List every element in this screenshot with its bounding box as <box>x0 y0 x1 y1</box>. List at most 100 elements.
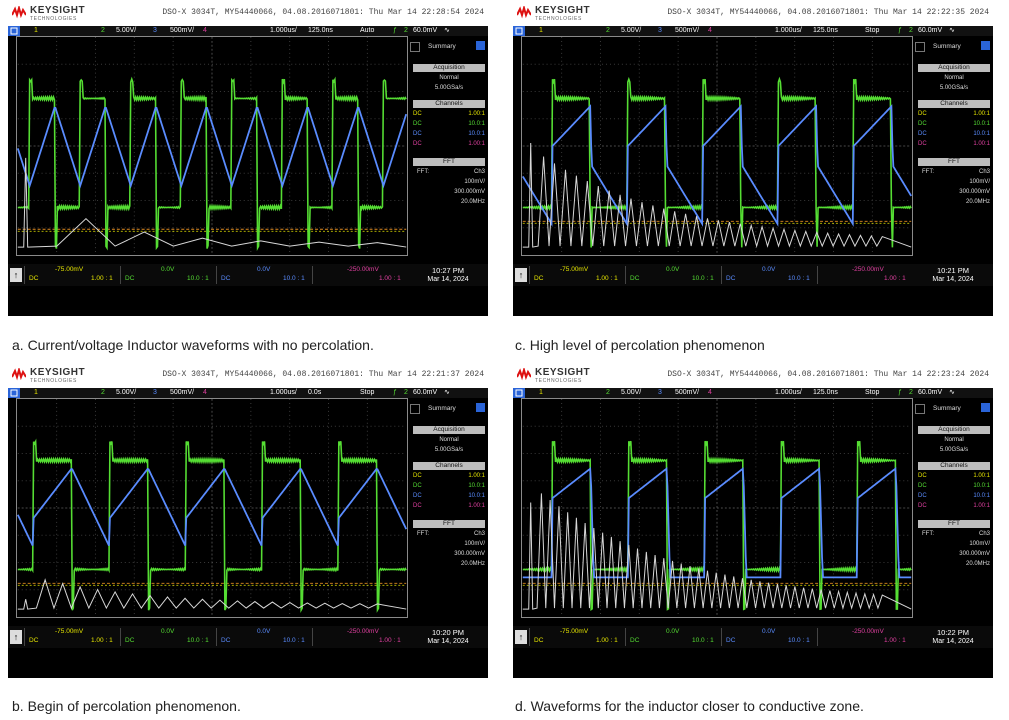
ch3-settings[interactable]: 0.0V DC 10.0 : 1 <box>216 266 313 284</box>
ch2-settings[interactable]: 0.0V DC 10.0 : 1 <box>120 266 217 284</box>
home-icon[interactable] <box>513 26 525 36</box>
ch3-label[interactable]: 3 <box>658 389 662 396</box>
ch4-settings[interactable]: -250.00mV 1.00 : 1 <box>312 266 409 284</box>
ch1-probe: 1.00 : 1 <box>91 637 113 644</box>
menu-back-icon[interactable] <box>915 42 925 52</box>
menu-back-icon[interactable] <box>915 404 925 414</box>
ch3-label[interactable]: 3 <box>153 27 157 34</box>
ch1-label[interactable]: 1 <box>539 27 543 34</box>
brand-name: KEYSIGHT <box>30 367 86 378</box>
delay-value[interactable]: 125.0ns <box>308 27 333 34</box>
trigger-level[interactable]: 60.0mV <box>918 27 943 34</box>
summary-icon[interactable] <box>476 41 485 50</box>
summary-label[interactable]: Summary <box>428 405 456 412</box>
delay-value[interactable]: 125.0ns <box>813 389 838 396</box>
delay-value[interactable]: 125.0ns <box>813 27 838 34</box>
summary-label[interactable]: Summary <box>933 405 961 412</box>
ch4-label[interactable]: 4 <box>203 389 207 396</box>
run-state[interactable]: Stop <box>865 389 880 396</box>
ch2-offset: 0.0V <box>161 266 175 273</box>
fft-row: FFT: Ch3 <box>417 169 485 175</box>
ch3-label[interactable]: 3 <box>153 389 157 396</box>
trigger-level[interactable]: 60.0mV <box>413 27 438 34</box>
waveform-display[interactable] <box>16 36 408 256</box>
ch1-settings[interactable]: -75.00mV DC 1.00 : 1 <box>529 266 626 284</box>
ch4-settings[interactable]: -250.00mV 1.00 : 1 <box>817 628 914 646</box>
ch1-coupling: DC <box>534 275 544 282</box>
menu-back-icon[interactable] <box>410 404 420 414</box>
acq-rate: 5.00GSa/s <box>434 85 464 91</box>
ch2-label[interactable]: 2 <box>101 389 105 396</box>
ch1-settings[interactable]: -75.00mV DC 1.00 : 1 <box>24 628 121 646</box>
fft-row: FFT: Ch3 <box>922 531 990 537</box>
ch1-label[interactable]: 1 <box>34 27 38 34</box>
ch3-settings[interactable]: 0.0V DC 10.0 : 1 <box>721 628 818 646</box>
graticule <box>522 399 912 617</box>
ch1-probe: 1.00 : 1 <box>596 637 618 644</box>
softkey-arrow-icon[interactable]: ↑ <box>10 630 22 644</box>
softkey-arrow-icon[interactable]: ↑ <box>515 268 527 282</box>
home-icon[interactable] <box>513 388 525 398</box>
trigger-level[interactable]: 60.0mV <box>413 389 438 396</box>
summary-label[interactable]: Summary <box>428 43 456 50</box>
instrument-info: DSO-X 3034T, MY54440066, 04.08.201607180… <box>162 8 484 17</box>
timebase-value[interactable]: 1.000us/ <box>775 27 802 34</box>
ch3-settings[interactable]: 0.0V DC 10.0 : 1 <box>216 628 313 646</box>
ch3-settings[interactable]: 0.0V DC 10.0 : 1 <box>721 266 818 284</box>
run-state[interactable]: Auto <box>360 27 375 34</box>
ch3-coupling: DC <box>726 637 736 644</box>
ch1-label[interactable]: 1 <box>34 389 38 396</box>
ch3-label[interactable]: 3 <box>658 27 662 34</box>
waveform-display[interactable] <box>521 36 913 256</box>
ch2-settings[interactable]: 0.0V DC 10.0 : 1 <box>625 628 722 646</box>
softkey-arrow-icon[interactable]: ↑ <box>515 630 527 644</box>
menu-back-icon[interactable] <box>410 42 420 52</box>
summary-icon[interactable] <box>981 403 990 412</box>
ch2-settings[interactable]: 0.0V DC 10.0 : 1 <box>625 266 722 284</box>
ch1-probe: 1.00 : 1 <box>91 275 113 282</box>
ch4-label[interactable]: 4 <box>203 27 207 34</box>
timebase-value[interactable]: 1.000us/ <box>775 389 802 396</box>
ch4-label[interactable]: 4 <box>708 389 712 396</box>
summary-icon[interactable] <box>981 41 990 50</box>
ch4-settings[interactable]: -250.00mV 1.00 : 1 <box>817 266 914 284</box>
waveform-display[interactable] <box>521 398 913 618</box>
ch1-settings[interactable]: -75.00mV DC 1.00 : 1 <box>529 628 626 646</box>
trigger-level[interactable]: 60.0mV <box>918 389 943 396</box>
brand-header: KEYSIGHT TECHNOLOGIES DSO-X 3034T, MY544… <box>513 366 993 388</box>
waveform-display[interactable] <box>16 398 408 618</box>
brand-sub: TECHNOLOGIES <box>30 16 77 22</box>
ch2-label[interactable]: 2 <box>606 389 610 396</box>
channel-row-4: DC 1.00:1 <box>918 503 990 509</box>
home-icon[interactable] <box>8 388 20 398</box>
ch2-voltage-trace <box>17 76 407 251</box>
ch4-label[interactable]: 4 <box>708 27 712 34</box>
run-state[interactable]: Stop <box>865 27 880 34</box>
fft-trace <box>17 578 407 610</box>
ch2-settings[interactable]: 0.0V DC 10.0 : 1 <box>120 628 217 646</box>
acquire-wave-icon: ∿ <box>949 27 955 34</box>
softkey-arrow-icon[interactable]: ↑ <box>10 268 22 282</box>
brand-sub: TECHNOLOGIES <box>535 378 582 384</box>
ch3-coupling: DC <box>221 637 231 644</box>
ch4-settings[interactable]: -250.00mV 1.00 : 1 <box>312 628 409 646</box>
caption-d: d. Waveforms for the inductor closer to … <box>515 698 864 714</box>
home-icon[interactable] <box>8 26 20 36</box>
channel-status-bar: 1 2 5.00V/ 3 500mV/ 4 1.000us/ 0.0s Stop… <box>8 388 488 398</box>
fft-center: 300.000mV <box>454 189 485 195</box>
delay-value[interactable]: 0.0s <box>308 389 322 396</box>
summary-icon[interactable] <box>476 403 485 412</box>
keysight-logo-icon <box>517 6 531 19</box>
ch2-voltage-trace <box>17 438 407 613</box>
brand-name: KEYSIGHT <box>535 367 591 378</box>
ch1-label[interactable]: 1 <box>539 389 543 396</box>
run-state[interactable]: Stop <box>360 389 375 396</box>
ch3-probe: 10.0 : 1 <box>788 275 810 282</box>
ch1-settings[interactable]: -75.00mV DC 1.00 : 1 <box>24 266 121 284</box>
timebase-value[interactable]: 1.000us/ <box>270 389 297 396</box>
summary-menu: Summary Acquisition Normal 5.00GSa/s Cha… <box>410 36 488 266</box>
timebase-value[interactable]: 1.000us/ <box>270 27 297 34</box>
summary-label[interactable]: Summary <box>933 43 961 50</box>
ch2-label[interactable]: 2 <box>606 27 610 34</box>
ch2-label[interactable]: 2 <box>101 27 105 34</box>
